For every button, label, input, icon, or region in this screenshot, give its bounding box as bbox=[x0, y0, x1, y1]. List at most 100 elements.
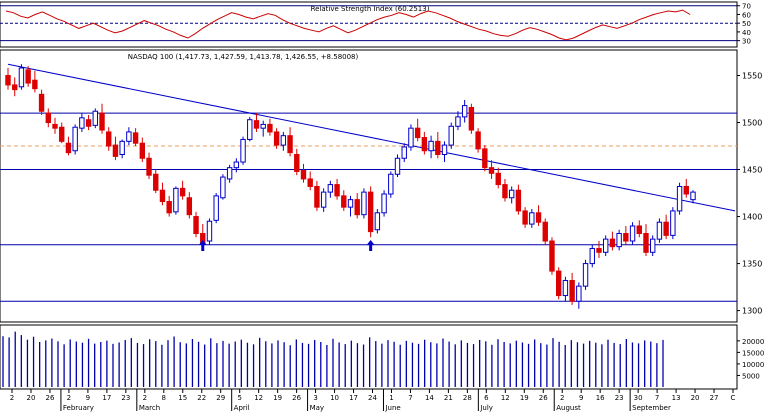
price-tick-label: 1400 bbox=[742, 213, 762, 222]
candle-body bbox=[676, 185, 683, 212]
x-tick-label: 12 bbox=[501, 394, 510, 402]
candle-body bbox=[5, 75, 11, 86]
candle-body bbox=[367, 191, 374, 233]
candle-body bbox=[582, 263, 589, 287]
candle-body bbox=[488, 167, 495, 174]
x-tick-label: 22 bbox=[197, 394, 206, 402]
candle-body bbox=[602, 238, 609, 253]
candle-body bbox=[361, 191, 367, 216]
month-label: September bbox=[632, 404, 671, 412]
candle-body bbox=[643, 232, 649, 253]
month-label: August bbox=[556, 404, 581, 412]
candle-body bbox=[92, 110, 99, 126]
candle-body bbox=[455, 116, 461, 127]
price-tick-label: 1550 bbox=[742, 72, 762, 81]
x-tick-label: 17 bbox=[349, 394, 358, 402]
candle-body bbox=[247, 119, 253, 140]
volume-tick-label: 5000 bbox=[742, 372, 760, 380]
month-label: February bbox=[63, 404, 94, 412]
x-tick-label: 9 bbox=[579, 394, 583, 402]
x-tick-label: 15 bbox=[178, 394, 187, 402]
trendline bbox=[7, 63, 736, 212]
candle-body bbox=[535, 212, 542, 223]
x-tick-label: 8 bbox=[162, 394, 166, 402]
price-tick-label: 1450 bbox=[742, 166, 762, 175]
candle-body bbox=[623, 232, 629, 242]
x-tick-label: 10 bbox=[330, 394, 339, 402]
month-label: May bbox=[310, 404, 324, 412]
x-tick-label: 26 bbox=[539, 394, 548, 402]
x-tick-label: 14 bbox=[425, 394, 434, 402]
candle-body bbox=[374, 212, 381, 231]
x-tick-label: 21 bbox=[444, 394, 453, 402]
candle-body bbox=[59, 126, 65, 142]
candle-body bbox=[421, 137, 428, 152]
candle-body bbox=[126, 131, 132, 142]
candle-body bbox=[502, 184, 508, 199]
candle-body bbox=[52, 123, 58, 129]
candle-body bbox=[153, 173, 159, 191]
candle-body bbox=[320, 191, 327, 208]
month-label: June bbox=[384, 404, 400, 412]
candle-body bbox=[334, 184, 340, 197]
price-tick-label: 1350 bbox=[742, 260, 762, 269]
x-tick-label: 5 bbox=[237, 394, 241, 402]
x-tick-label: 19 bbox=[273, 394, 282, 402]
candle-body bbox=[233, 161, 240, 169]
candle-body bbox=[294, 153, 300, 172]
x-tick-label: 24 bbox=[368, 394, 377, 402]
candle-body bbox=[663, 221, 669, 236]
up-arrow-icon bbox=[198, 240, 207, 251]
x-tick-label: 13 bbox=[672, 394, 681, 402]
x-tick-label: 19 bbox=[520, 394, 529, 402]
month-label: April bbox=[234, 404, 250, 412]
candle-body bbox=[461, 105, 468, 118]
price-tick-label: 1300 bbox=[742, 307, 762, 316]
candle-body bbox=[414, 127, 421, 139]
rsi-tick-label: 30 bbox=[742, 38, 751, 46]
x-tick-label: 2 bbox=[560, 394, 564, 402]
month-label: July bbox=[479, 404, 493, 412]
volume-tick-label: 10000 bbox=[742, 361, 764, 369]
x-tick-label: 2 bbox=[67, 394, 71, 402]
candle-body bbox=[159, 189, 166, 203]
candle-body bbox=[549, 240, 555, 272]
candle-body bbox=[220, 176, 226, 199]
candle-body bbox=[388, 173, 394, 195]
candle-body bbox=[354, 199, 360, 216]
candle-body bbox=[327, 184, 334, 193]
candle-body bbox=[401, 146, 407, 159]
candle-body bbox=[273, 131, 280, 146]
x-tick-label: 2 bbox=[143, 394, 147, 402]
candle-body bbox=[629, 225, 636, 242]
candle-body bbox=[307, 178, 313, 187]
candle-body bbox=[596, 248, 602, 253]
price-panel: NASDAQ 100 (1,417.73, 1,427.59, 1,413.78… bbox=[0, 49, 762, 323]
candle-body bbox=[85, 119, 92, 127]
rsi-tick-label: 70 bbox=[742, 3, 751, 11]
candle-body bbox=[381, 193, 387, 214]
candle-body bbox=[12, 84, 18, 91]
x-tick-label: 20 bbox=[27, 394, 36, 402]
candle-body bbox=[206, 220, 213, 242]
candle-body bbox=[542, 221, 548, 242]
x-tick-label: 2 bbox=[10, 394, 14, 402]
x-tick-label: 3 bbox=[313, 394, 317, 402]
candle-body bbox=[441, 144, 448, 155]
candle-body bbox=[529, 212, 535, 225]
rsi-tick-label: 50 bbox=[742, 20, 751, 28]
price-frame bbox=[0, 49, 738, 323]
candle-body bbox=[139, 142, 146, 159]
candle-body bbox=[515, 189, 522, 212]
candle-body bbox=[428, 140, 434, 152]
x-tick-label: 7 bbox=[655, 394, 659, 402]
candle-body bbox=[193, 216, 199, 234]
x-tick-label: 12 bbox=[254, 394, 263, 402]
month-label: March bbox=[139, 404, 160, 412]
candle-body bbox=[555, 270, 562, 297]
candle-body bbox=[166, 201, 172, 214]
x-tick-label: 23 bbox=[615, 394, 624, 402]
candle-body bbox=[226, 167, 233, 180]
x-tick-label: 6 bbox=[484, 394, 489, 402]
